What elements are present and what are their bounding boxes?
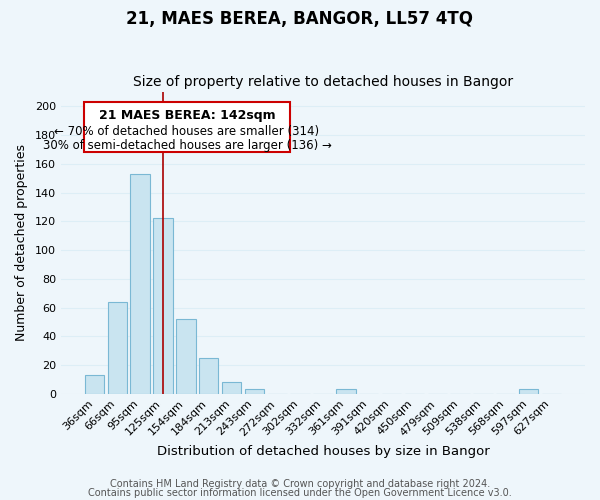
Text: Contains HM Land Registry data © Crown copyright and database right 2024.: Contains HM Land Registry data © Crown c…: [110, 479, 490, 489]
Bar: [85, 375, 104, 394]
Y-axis label: Number of detached properties: Number of detached properties: [15, 144, 28, 342]
Bar: [336, 390, 356, 394]
Bar: [154, 218, 173, 394]
Text: 21 MAES BEREA: 142sqm: 21 MAES BEREA: 142sqm: [98, 110, 275, 122]
Bar: [222, 382, 241, 394]
Bar: [176, 319, 196, 394]
Text: 21, MAES BEREA, BANGOR, LL57 4TQ: 21, MAES BEREA, BANGOR, LL57 4TQ: [127, 10, 473, 28]
X-axis label: Distribution of detached houses by size in Bangor: Distribution of detached houses by size …: [157, 444, 490, 458]
Bar: [130, 174, 150, 394]
Bar: [519, 390, 538, 394]
Text: ← 70% of detached houses are smaller (314): ← 70% of detached houses are smaller (31…: [55, 125, 320, 138]
FancyBboxPatch shape: [84, 102, 290, 152]
Text: Contains public sector information licensed under the Open Government Licence v3: Contains public sector information licen…: [88, 488, 512, 498]
Title: Size of property relative to detached houses in Bangor: Size of property relative to detached ho…: [133, 76, 513, 90]
Bar: [245, 390, 264, 394]
Text: 30% of semi-detached houses are larger (136) →: 30% of semi-detached houses are larger (…: [43, 140, 331, 152]
Bar: [107, 302, 127, 394]
Bar: [199, 358, 218, 394]
